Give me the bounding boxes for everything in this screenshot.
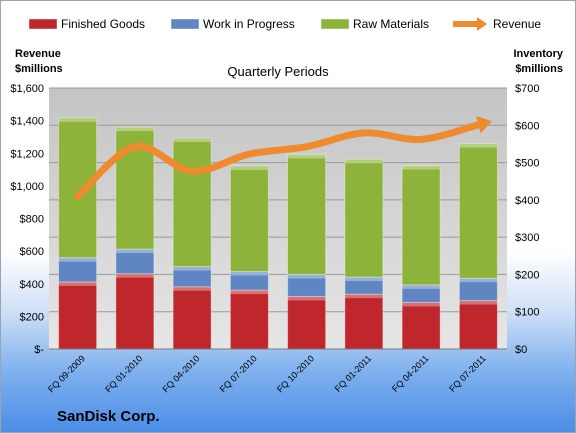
legend-swatch-raw-materials xyxy=(320,18,350,30)
bar-highlight xyxy=(287,154,326,159)
legend-label-finished-goods: Finished Goods xyxy=(61,17,145,31)
bar-raw-materials xyxy=(344,158,384,278)
bar-raw-materials xyxy=(458,143,498,279)
bar-highlight xyxy=(287,296,326,301)
bar-highlight xyxy=(58,257,97,262)
bar-raw-materials xyxy=(229,165,269,272)
x-tick-label: FQ 07-2011 xyxy=(447,353,488,394)
bar-finished-goods xyxy=(229,289,269,350)
left-tick-label: $200 xyxy=(20,311,44,323)
right-tick-label: $0 xyxy=(515,344,527,356)
right-tick-label: $100 xyxy=(515,307,539,319)
right-tick-label: $300 xyxy=(515,232,539,244)
left-tick-label: $600 xyxy=(20,246,44,258)
x-tick-label: FQ 01-2011 xyxy=(333,353,374,394)
bar-raw-materials xyxy=(58,117,98,259)
bar-highlight xyxy=(58,117,97,122)
legend-label-revenue: Revenue xyxy=(493,17,541,31)
left-tick-label: $1,200 xyxy=(10,148,44,160)
bar-highlight xyxy=(230,165,269,170)
right-tick-label: $200 xyxy=(515,269,539,281)
legend-arrow-revenue xyxy=(477,17,487,31)
legend-label-raw-materials: Raw Materials xyxy=(353,17,429,31)
bar-highlight xyxy=(344,294,383,299)
bar-highlight xyxy=(173,266,212,271)
x-tick-label: FQ 01-2010 xyxy=(103,353,144,394)
bar-finished-goods xyxy=(287,295,327,350)
legend-label-work-in-progress: Work in Progress xyxy=(203,17,295,31)
bar-finished-goods xyxy=(58,281,98,350)
x-tick-label: FQ 04-2011 xyxy=(390,353,431,394)
x-tick-label: FQ 07-2010 xyxy=(218,353,259,394)
bar-finished-goods xyxy=(172,286,212,350)
left-tick-label: $1,600 xyxy=(10,83,44,95)
bar-highlight xyxy=(344,159,383,164)
bar-highlight xyxy=(402,302,441,307)
bar-highlight xyxy=(402,165,441,170)
bar-highlight xyxy=(287,274,326,279)
chart-title: Quarterly Periods xyxy=(227,64,329,79)
x-tick-label: FQ 04-2010 xyxy=(161,353,202,394)
x-tick-label: FQ 09-2009 xyxy=(46,353,87,394)
left-tick-label: $- xyxy=(34,344,44,356)
left-tick-label: $400 xyxy=(20,279,44,291)
bar-highlight xyxy=(58,281,97,286)
bar-highlight xyxy=(459,300,498,305)
legend-swatch-finished-goods xyxy=(28,18,58,30)
bar-highlight xyxy=(115,273,154,278)
right-tick-label: $400 xyxy=(515,195,539,207)
x-tick-label: FQ 10-2010 xyxy=(275,353,316,394)
right-tick-label: $500 xyxy=(515,158,539,170)
bar-raw-materials xyxy=(172,137,212,268)
bar-finished-goods xyxy=(401,301,441,350)
bar-highlight xyxy=(230,271,269,276)
right-tick-label: $700 xyxy=(515,83,539,95)
left-axis-title: Revenue $millions xyxy=(15,48,63,75)
bar-highlight xyxy=(459,278,498,283)
revenue-arrowhead xyxy=(476,115,492,134)
bar-finished-goods xyxy=(115,273,155,350)
revenue-line xyxy=(74,121,482,200)
bar-highlight xyxy=(115,127,154,132)
left-tick-label: $800 xyxy=(20,214,44,226)
right-tick-label: $600 xyxy=(515,120,539,132)
legend-swatch-work-in-progress xyxy=(170,18,200,30)
bar-finished-goods xyxy=(458,300,498,350)
left-tick-label: $1,400 xyxy=(10,116,44,128)
bar-highlight xyxy=(459,143,498,148)
bar-highlight xyxy=(115,249,154,254)
bar-highlight xyxy=(402,284,441,289)
bar-highlight xyxy=(230,290,269,295)
bar-work-in-progress xyxy=(58,257,98,283)
bar-work-in-progress xyxy=(115,248,155,275)
right-axis-title: Inventory $millions xyxy=(513,48,563,75)
bar-raw-materials xyxy=(287,153,327,275)
bar-finished-goods xyxy=(344,293,384,350)
bar-highlight xyxy=(173,137,212,142)
bar-highlight xyxy=(173,286,212,291)
bar-highlight xyxy=(344,277,383,282)
left-tick-label: $1,000 xyxy=(10,181,44,193)
bar-raw-materials xyxy=(401,165,441,286)
footer-company-name: SanDisk Corp. xyxy=(57,408,160,425)
